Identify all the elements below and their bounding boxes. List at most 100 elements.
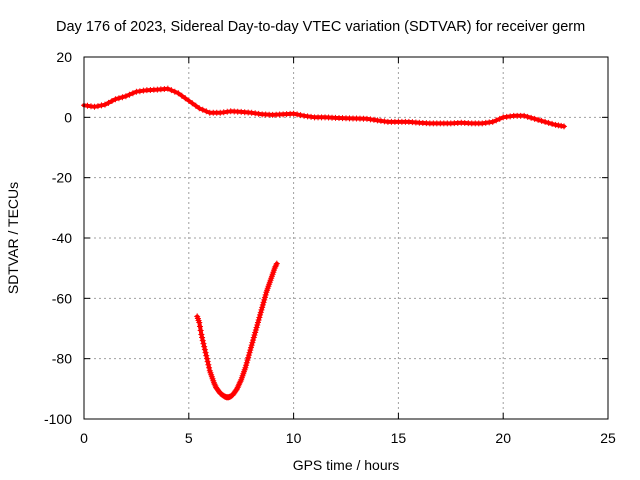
data-point bbox=[243, 359, 250, 366]
x-tick-label: 0 bbox=[80, 430, 88, 446]
data-point bbox=[244, 357, 251, 364]
data-point bbox=[500, 114, 507, 121]
data-point bbox=[294, 111, 301, 118]
data-point bbox=[201, 346, 208, 353]
data-point bbox=[377, 117, 384, 124]
data-point bbox=[199, 106, 206, 113]
data-point bbox=[254, 321, 261, 328]
data-point bbox=[261, 294, 268, 301]
data-point bbox=[201, 343, 208, 350]
data-point bbox=[94, 103, 101, 110]
data-point bbox=[224, 108, 231, 115]
data-point bbox=[196, 319, 203, 326]
data-point bbox=[524, 113, 531, 120]
data-point bbox=[257, 311, 264, 318]
data-point bbox=[549, 120, 556, 127]
data-point bbox=[258, 306, 265, 313]
data-point bbox=[197, 327, 204, 334]
data-point bbox=[257, 309, 264, 316]
data-point bbox=[182, 95, 189, 102]
data-point bbox=[178, 92, 185, 99]
data-point bbox=[482, 119, 489, 126]
data-point bbox=[112, 96, 119, 103]
data-point bbox=[262, 291, 269, 298]
y-axis-label: SDTVAR / TECUs bbox=[5, 182, 21, 294]
data-point bbox=[259, 304, 266, 311]
data-point bbox=[220, 109, 227, 116]
data-point bbox=[247, 347, 254, 354]
axis-ticks: 0 5 10 15 20 25 20 0 -20 -40 -60 -80 -100 bbox=[44, 49, 616, 446]
chart-title: Day 176 of 2023, Sidereal Day-to-day VTE… bbox=[56, 19, 586, 35]
data-point bbox=[560, 123, 567, 130]
main-track bbox=[81, 85, 567, 130]
data-point bbox=[301, 112, 308, 119]
data-point bbox=[198, 331, 205, 338]
data-point bbox=[370, 116, 377, 123]
data-point bbox=[260, 299, 267, 306]
y-tick-label: -60 bbox=[52, 290, 72, 306]
data-point bbox=[185, 97, 192, 104]
data-point bbox=[136, 88, 143, 95]
data-point bbox=[122, 93, 129, 100]
data-point bbox=[203, 355, 210, 362]
data-point bbox=[126, 91, 133, 98]
data-point bbox=[105, 99, 112, 106]
x-tick-label: 20 bbox=[495, 430, 511, 446]
x-tick-label: 15 bbox=[391, 430, 407, 446]
data-point bbox=[91, 103, 98, 110]
data-point bbox=[204, 358, 211, 365]
data-point bbox=[245, 354, 252, 361]
data-point bbox=[200, 340, 207, 347]
x-tick-label: 5 bbox=[185, 430, 193, 446]
data-point bbox=[381, 118, 388, 125]
data-point bbox=[171, 88, 178, 95]
data-point bbox=[259, 301, 266, 308]
data-point bbox=[252, 110, 259, 117]
y-tick-label: -80 bbox=[52, 351, 72, 367]
data-point bbox=[363, 115, 370, 122]
data-point bbox=[261, 296, 268, 303]
data-point bbox=[115, 95, 122, 102]
data-point bbox=[374, 117, 381, 124]
y-tick-label: 0 bbox=[64, 109, 72, 125]
data-point bbox=[233, 386, 240, 393]
data-point bbox=[199, 334, 206, 341]
data-point bbox=[175, 90, 182, 97]
data-point bbox=[133, 88, 140, 95]
data-point bbox=[108, 98, 115, 105]
data-point bbox=[538, 117, 545, 124]
data-point bbox=[489, 118, 496, 125]
data-point bbox=[189, 100, 196, 107]
data-point bbox=[98, 102, 105, 109]
x-tick-label: 25 bbox=[600, 430, 616, 446]
data-point bbox=[531, 115, 538, 122]
data-point bbox=[242, 364, 249, 371]
y-tick-label: -100 bbox=[44, 411, 72, 427]
data-point bbox=[247, 344, 254, 351]
data-point bbox=[493, 117, 500, 124]
y-tick-label: 20 bbox=[56, 49, 72, 65]
data-point bbox=[243, 362, 250, 369]
data-point bbox=[308, 113, 315, 120]
data-point bbox=[521, 112, 528, 119]
data-point bbox=[248, 342, 255, 349]
data-point bbox=[164, 85, 171, 92]
data-point bbox=[203, 108, 210, 115]
data-point bbox=[205, 361, 212, 368]
data-point bbox=[253, 324, 260, 331]
y-tick-label: -20 bbox=[52, 170, 72, 186]
data-point bbox=[297, 112, 304, 119]
data-point bbox=[203, 352, 210, 359]
data-point bbox=[256, 314, 263, 321]
x-axis-label: GPS time / hours bbox=[293, 457, 400, 473]
data-point bbox=[528, 114, 535, 121]
dip-track bbox=[194, 260, 280, 401]
data-point bbox=[367, 116, 374, 123]
data-point bbox=[558, 122, 565, 129]
data-point bbox=[202, 349, 209, 356]
data-point bbox=[496, 115, 503, 122]
data-point bbox=[252, 327, 259, 334]
data-points bbox=[81, 85, 567, 401]
data-point bbox=[196, 105, 203, 112]
